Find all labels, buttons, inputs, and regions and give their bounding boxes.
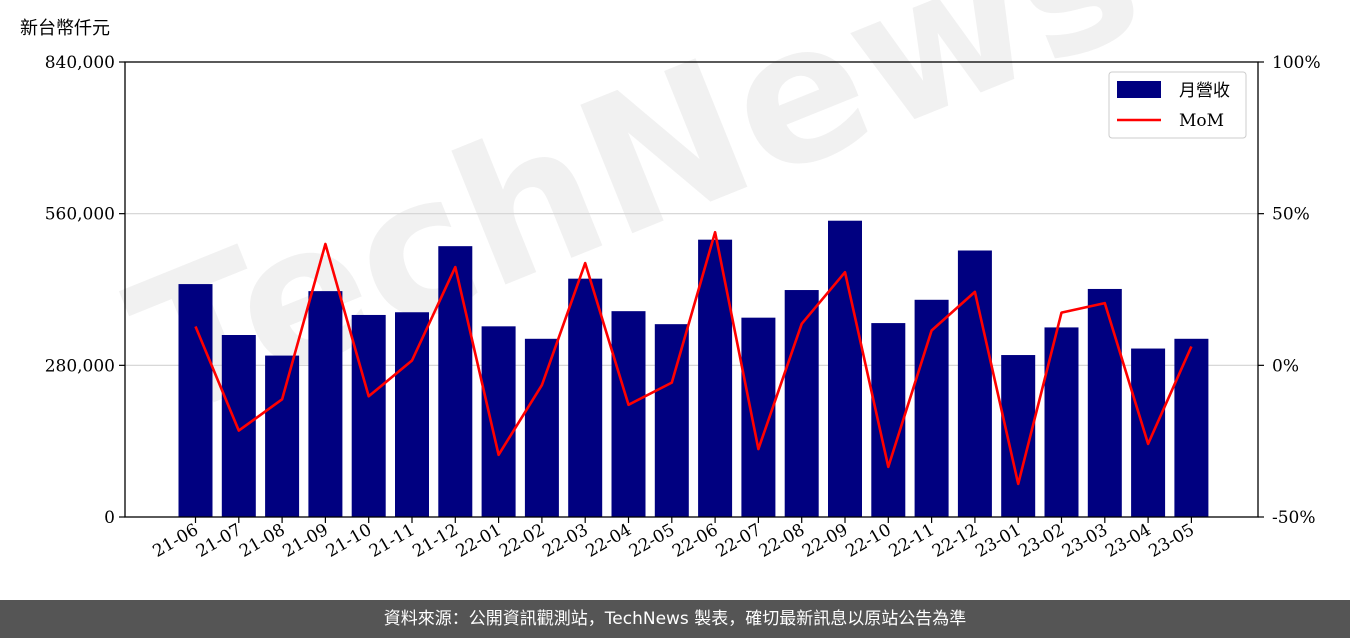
bar-series — [178, 220, 1209, 518]
bar-22-05 — [654, 324, 689, 517]
x-tick-label: 22-03 — [539, 520, 591, 562]
x-tick-label: 22-11 — [886, 520, 938, 562]
bar-22-12 — [957, 250, 992, 517]
x-tick-label: 21-12 — [409, 520, 461, 562]
bar-23-04 — [1131, 348, 1166, 517]
bar-23-05 — [1174, 338, 1209, 517]
x-tick-label: 21-06 — [150, 520, 202, 562]
bar-22-03 — [568, 278, 603, 517]
source-footer: 資料來源：公開資訊觀測站，TechNews 製表，確切最新訊息以原站公告為準 — [0, 600, 1350, 638]
x-tick-label: 22-05 — [626, 520, 678, 562]
x-tick-label: 22-04 — [583, 520, 635, 562]
x-tick-label: 22-10 — [842, 520, 894, 562]
x-tick-label: 21-10 — [323, 520, 375, 562]
left-tick-label: 560,000 — [45, 205, 115, 225]
revenue-chart: TechNews 0280,000560,000840,000-50%0%50%… — [45, 0, 1321, 562]
bar-21-12 — [438, 246, 473, 517]
x-tick-label: 23-04 — [1102, 520, 1154, 562]
right-tick-label: -50% — [1272, 508, 1316, 528]
bar-21-08 — [265, 355, 300, 517]
x-tick-label: 22-01 — [453, 520, 505, 562]
bar-22-08 — [784, 290, 819, 517]
bar-21-09 — [308, 291, 343, 517]
bar-22-09 — [828, 220, 862, 518]
x-tick-label: 22-06 — [669, 520, 721, 562]
x-tick-label: 23-01 — [972, 520, 1024, 562]
left-tick-label: 280,000 — [45, 356, 115, 376]
left-tick-label: 0 — [104, 508, 115, 528]
legend-label-revenue: 月營收 — [1179, 81, 1230, 101]
x-tick-label: 22-08 — [756, 520, 808, 562]
x-tick-label: 23-02 — [1016, 520, 1068, 562]
x-tick-label: 23-05 — [1145, 520, 1197, 562]
x-tick-label: 22-09 — [799, 520, 851, 562]
right-tick-label: 50% — [1272, 205, 1310, 225]
x-tick-label: 22-02 — [496, 520, 548, 562]
right-tick-label: 0% — [1272, 356, 1299, 376]
right-tick-label: 100% — [1272, 53, 1321, 73]
bar-22-01 — [481, 326, 516, 517]
bar-22-04 — [611, 311, 646, 517]
bar-22-10 — [871, 323, 906, 517]
x-tick-label: 22-12 — [929, 520, 981, 562]
plot-frame — [124, 61, 1259, 518]
bar-21-07 — [221, 335, 256, 517]
x-tick-label: 22-07 — [712, 520, 764, 562]
x-tick-label: 21-08 — [236, 520, 288, 562]
legend: 月營收 MoM — [1108, 71, 1247, 139]
line-series — [194, 230, 1193, 486]
x-tick-label: 23-03 — [1059, 520, 1111, 562]
bar-23-03 — [1087, 288, 1122, 517]
bar-21-06 — [178, 284, 213, 517]
bar-21-10 — [351, 314, 386, 517]
legend-swatch-bar — [1117, 81, 1161, 98]
bar-22-11 — [914, 299, 949, 517]
bar-21-11 — [395, 312, 429, 517]
legend-label-mom: MoM — [1179, 111, 1224, 131]
left-tick-label: 840,000 — [45, 53, 115, 73]
mom-line — [194, 230, 1193, 486]
bar-22-06 — [698, 239, 733, 517]
bar-22-02 — [524, 338, 559, 517]
x-tick-label: 21-09 — [279, 520, 331, 562]
x-tick-label: 21-11 — [366, 520, 418, 562]
y-axis-unit-label: 新台幣仟元 — [20, 18, 110, 39]
x-tick-label: 21-07 — [193, 520, 245, 562]
